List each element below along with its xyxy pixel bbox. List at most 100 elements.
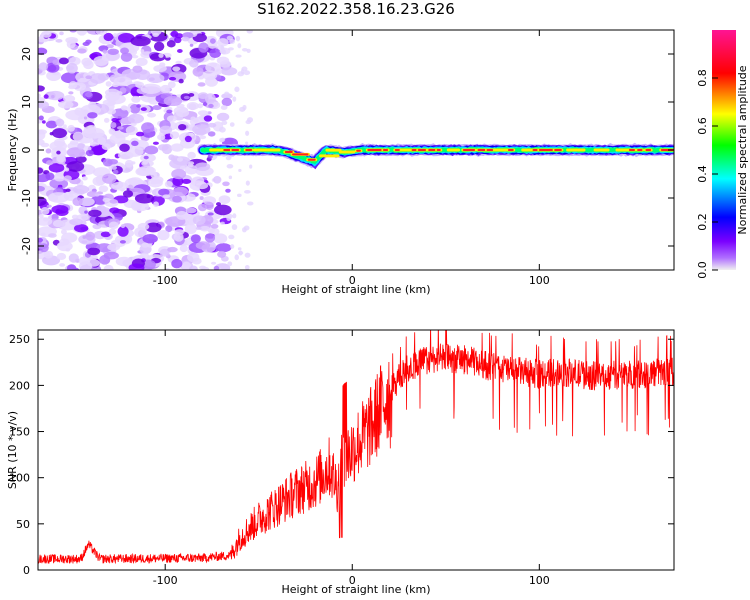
noise-blob (40, 30, 52, 38)
noise-blob (237, 247, 242, 251)
noise-blob (38, 185, 45, 192)
noise-blob (78, 261, 93, 270)
noise-blob (152, 32, 159, 37)
noise-blob (166, 109, 173, 114)
noise-blob (202, 102, 208, 107)
noise-blob (103, 32, 114, 42)
noise-blob (78, 197, 95, 207)
noise-blob (175, 108, 190, 118)
noise-blob (45, 62, 60, 73)
noise-blob (210, 62, 218, 68)
noise-blob (38, 243, 49, 253)
noise-blob (216, 112, 230, 122)
noise-blob (166, 40, 176, 48)
noise-blob (203, 115, 213, 122)
noise-blob (135, 131, 145, 137)
noise-blob (160, 84, 171, 94)
noise-blob (124, 159, 134, 168)
x-tick-label: -100 (153, 274, 178, 287)
noise-blob (59, 238, 70, 246)
noise-blob (87, 247, 101, 256)
noise-blob (171, 258, 183, 269)
x-tick-label: 0 (349, 574, 356, 587)
colorbar: 0.0 0.2 0.4 0.6 0.8 Normalized spectral ampl… (696, 30, 749, 279)
noise-blob (207, 131, 216, 137)
noise-blob (72, 197, 83, 207)
noise-blob (45, 120, 58, 129)
noise-blob (209, 48, 222, 58)
noise-blob (112, 169, 119, 175)
colorbar-tick-label: 0.4 (696, 165, 709, 183)
noise-blob (217, 38, 229, 47)
noise-blob (38, 93, 41, 98)
noise-blob (56, 252, 67, 261)
noise-blob (187, 252, 200, 263)
noise-blob (164, 180, 173, 188)
noise-blob (191, 176, 205, 186)
noise-blob (234, 254, 239, 261)
noise-blob (143, 155, 149, 160)
noise-blob (101, 143, 111, 151)
signal-ridge (197, 142, 674, 170)
noise-blob (224, 91, 229, 96)
noise-blob (72, 131, 84, 142)
noise-blob (122, 190, 134, 198)
noise-blob (171, 168, 187, 180)
noise-blob (38, 85, 45, 92)
noise-blob (53, 172, 66, 182)
noise-blob (46, 90, 65, 101)
noise-blob (100, 231, 111, 238)
colorbar-gradient (712, 30, 736, 270)
spectrogram-xlabel: Height of straight line (km) (281, 283, 430, 296)
noise-blob (68, 81, 78, 89)
noise-blob (159, 125, 173, 135)
noise-blob (208, 103, 214, 109)
noise-blob (197, 203, 207, 212)
noise-blob (213, 265, 220, 270)
noise-blob (109, 199, 118, 204)
y-tick-label: -20 (20, 237, 33, 255)
noise-blob (238, 168, 242, 173)
noise-blob (127, 113, 144, 124)
spectrogram-ylabel: Frequency (Hz) (6, 109, 19, 192)
noise-blob (172, 66, 181, 72)
noise-blob (204, 93, 216, 104)
noise-blob (38, 237, 43, 243)
noise-blob (245, 119, 252, 125)
noise-blob (84, 210, 88, 214)
noise-blob (132, 201, 150, 212)
noise-blob (229, 122, 235, 127)
noise-blob (134, 193, 155, 204)
noise-blob (170, 143, 184, 152)
noise-blob (38, 115, 44, 121)
noise-blob (220, 67, 238, 76)
noise-blob (179, 244, 188, 253)
noise-blob (65, 188, 71, 193)
noise-blob (110, 122, 117, 129)
noise-blob (136, 104, 141, 108)
noise-blob (199, 225, 211, 232)
noise-blob (153, 41, 165, 52)
noise-blob (57, 100, 74, 109)
noise-blob (189, 251, 196, 256)
noise-blob (157, 134, 166, 141)
noise-blob (38, 138, 45, 146)
noise-blob (43, 94, 49, 99)
noise-blob (185, 207, 197, 214)
noise-blob (227, 261, 233, 267)
noise-blob (131, 95, 141, 103)
noise-blob (68, 253, 79, 263)
noise-blob (197, 82, 206, 87)
noise-blob (192, 215, 206, 226)
y-tick-label: 0 (23, 564, 30, 577)
noise-blob (115, 256, 132, 267)
noise-blob (215, 243, 232, 253)
noise-blob (227, 47, 234, 51)
noise-blob (38, 213, 44, 219)
noise-blob (209, 227, 220, 236)
x-tick-label: 0 (349, 274, 356, 287)
noise-blob (240, 68, 245, 75)
noise-blob (43, 250, 54, 259)
noise-blob (175, 60, 182, 65)
x-tick-label: 100 (529, 574, 550, 587)
